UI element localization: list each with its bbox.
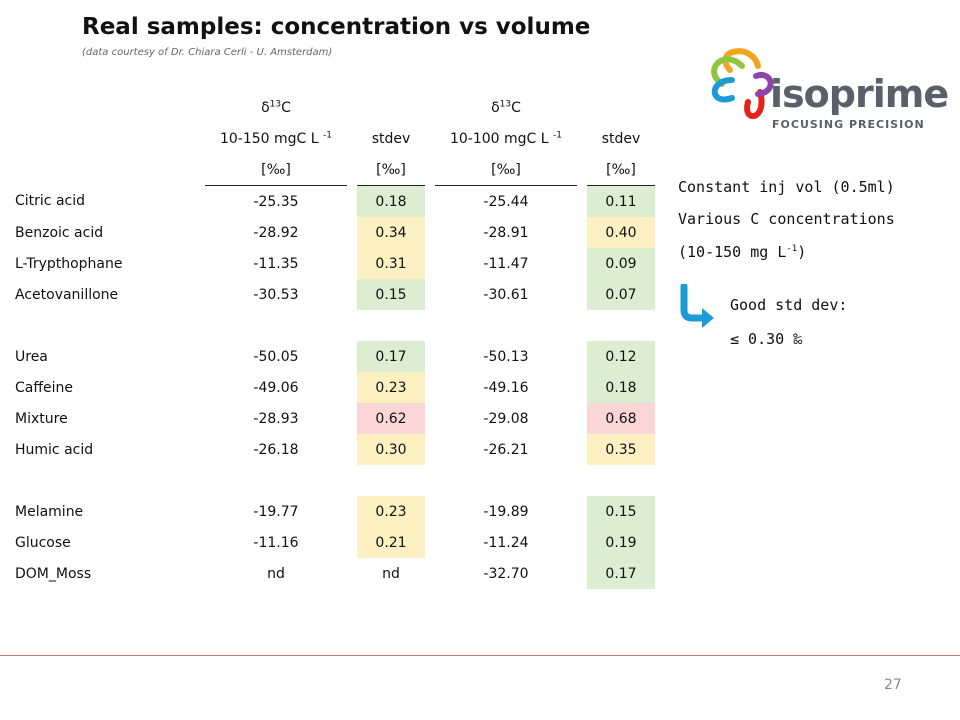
delta-value: -28.93 [253, 410, 299, 427]
stdev-value: 0.62 [357, 403, 425, 434]
stdev-value: 0.40 [587, 217, 655, 248]
header-row-concentration: 10-150 mgC L -1 stdev 10-100 mgC L -1 st… [15, 123, 655, 154]
table-row: DOM_Moss nd nd -32.70 0.17 [15, 558, 655, 589]
logo-wordmark: isoprime [770, 72, 949, 116]
stdev-value: nd [382, 565, 400, 582]
table-row: Humic acid -26.18 0.30 -26.21 0.35 [15, 434, 655, 465]
stdev-value: 0.18 [587, 372, 655, 403]
stdev-value: 0.31 [357, 248, 425, 279]
delta-value: -11.47 [483, 255, 529, 272]
unit-header: [‰] [435, 154, 577, 186]
footer-divider [0, 655, 960, 656]
spacer-row [15, 465, 655, 496]
table-row: Glucose -11.16 0.21 -11.24 0.19 [15, 527, 655, 558]
delta-value: -11.35 [253, 255, 299, 272]
table-row: Mixture -28.93 0.62 -29.08 0.68 [15, 403, 655, 434]
stdev-value: 0.18 [357, 185, 425, 217]
delta-value: -25.35 [253, 193, 299, 210]
compound-name: DOM_Moss [15, 565, 92, 582]
delta-value: -30.53 [253, 286, 299, 303]
header-row-isotope: δ13C δ13C [15, 92, 655, 123]
table-row: Urea -50.05 0.17 -50.13 0.12 [15, 341, 655, 372]
good-stdev-label: Good std dev: [730, 296, 848, 314]
table-row: Acetovanillone -30.53 0.15 -30.61 0.07 [15, 279, 655, 310]
stdev-value: 0.30 [357, 434, 425, 465]
slide-subtitle: (data courtesy of Dr. Chiara Cerli - U. … [82, 47, 333, 58]
table-row: Melamine -19.77 0.23 -19.89 0.15 [15, 496, 655, 527]
stdev-value: 0.11 [587, 185, 655, 217]
delta-value: -28.92 [253, 224, 299, 241]
slide-title: Real samples: concentration vs volume [82, 14, 591, 40]
stdev-value: 0.15 [587, 496, 655, 527]
compound-name: Benzoic acid [15, 224, 104, 241]
isotope-header-2: δ13C [491, 98, 521, 116]
delta-value: -49.06 [253, 379, 299, 396]
delta-value: -11.16 [253, 534, 299, 551]
concentration-header-1: 10-150 mgC L -1 [219, 129, 333, 147]
delta-value: -32.70 [483, 565, 529, 582]
stdev-value: 0.07 [587, 279, 655, 310]
stdev-value: 0.34 [357, 217, 425, 248]
stdev-value: 0.15 [357, 279, 425, 310]
stdev-value: 0.19 [587, 527, 655, 558]
note-concentration-range: (10-150 mg L-1) [678, 243, 807, 261]
stdev-value: 0.21 [357, 527, 425, 558]
header-row-units: [‰] [‰] [‰] [‰] [15, 154, 655, 186]
delta-value: -19.77 [253, 503, 299, 520]
delta-value: -30.61 [483, 286, 529, 303]
concentration-header-2: 10-100 mgC L -1 [449, 129, 563, 147]
table-row: Citric acid -25.35 0.18 -25.44 0.11 [15, 185, 655, 217]
unit-header: [‰] [357, 154, 425, 186]
logo-tagline: FOCUSING PRECISION [772, 118, 925, 131]
compound-name: Humic acid [15, 441, 94, 458]
compound-name: Mixture [15, 410, 68, 427]
delta-value: -25.44 [483, 193, 529, 210]
note-constant-volume: Constant inj vol (0.5ml) [678, 178, 895, 196]
stdev-value: 0.23 [357, 496, 425, 527]
stdev-value: 0.09 [587, 248, 655, 279]
delta-value: -26.21 [483, 441, 529, 458]
compound-name: Glucose [15, 534, 71, 551]
stdev-value: 0.35 [587, 434, 655, 465]
unit-header: [‰] [205, 154, 347, 186]
delta-value: -50.13 [483, 348, 529, 365]
curved-arrow-icon [680, 284, 714, 328]
delta-value: -29.08 [483, 410, 529, 427]
compound-name: Citric acid [15, 193, 85, 210]
results-table: δ13C δ13C 10-150 mgC L -1 stdev 10-100 m… [15, 92, 655, 589]
compound-name: Caffeine [15, 379, 73, 396]
table-row: Benzoic acid -28.92 0.34 -28.91 0.40 [15, 217, 655, 248]
stdev-header-2: stdev [601, 130, 641, 147]
stdev-value: 0.23 [357, 372, 425, 403]
table-row: Caffeine -49.06 0.23 -49.16 0.18 [15, 372, 655, 403]
compound-name: Melamine [15, 503, 84, 520]
stdev-value: 0.12 [587, 341, 655, 372]
delta-value: -49.16 [483, 379, 529, 396]
compound-name: Urea [15, 348, 48, 365]
unit-header: [‰] [587, 154, 655, 186]
note-various-concentrations: Various C concentrations [678, 210, 895, 228]
page-number: 27 [884, 677, 902, 693]
stdev-value: 0.17 [357, 341, 425, 372]
stdev-header-1: stdev [371, 130, 411, 147]
compound-name: Acetovanillone [15, 286, 119, 303]
stdev-value: 0.68 [587, 403, 655, 434]
delta-value: nd [267, 565, 285, 582]
good-stdev-value: ≤ 0.30 ‰ [730, 330, 803, 348]
delta-value: -50.05 [253, 348, 299, 365]
isoprime-logo-icon [711, 48, 774, 120]
spacer-row [15, 310, 655, 341]
delta-value: -26.18 [253, 441, 299, 458]
compound-name: L-Trypthophane [15, 255, 123, 272]
isotope-header-1: δ13C [261, 98, 291, 116]
delta-value: -19.89 [483, 503, 529, 520]
delta-value: -28.91 [483, 224, 529, 241]
stdev-value: 0.17 [587, 558, 655, 589]
delta-value: -11.24 [483, 534, 529, 551]
table-row: L-Trypthophane -11.35 0.31 -11.47 0.09 [15, 248, 655, 279]
